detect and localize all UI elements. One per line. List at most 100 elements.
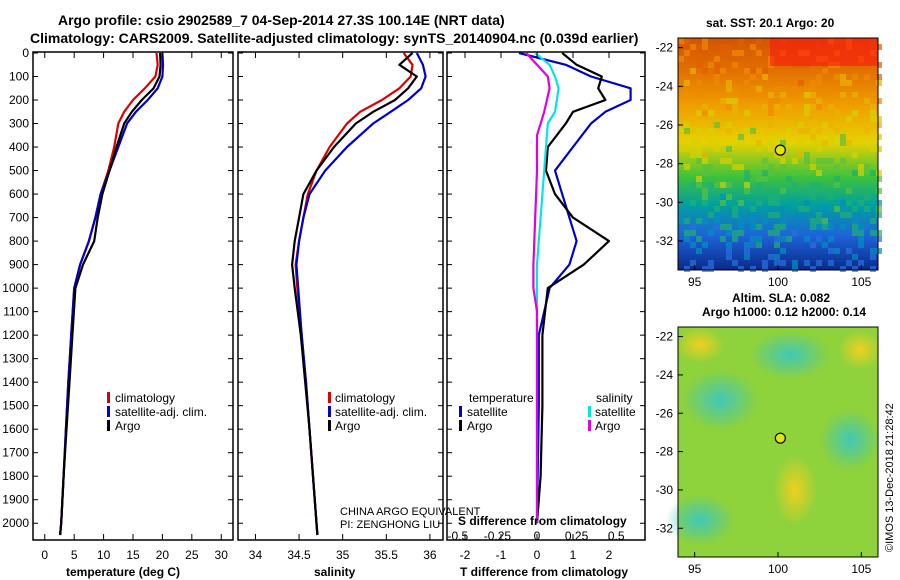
sst-pixel: [804, 152, 810, 158]
sst-pixel: [798, 206, 804, 212]
sst-pixel: [732, 104, 738, 110]
sst-pixel: [828, 122, 834, 128]
sst-pixel: [696, 248, 702, 254]
sst-pixel: [810, 134, 816, 140]
sst-pixel: [726, 98, 732, 104]
sst-pixel: [720, 50, 726, 56]
s-tick-label: 0: [534, 529, 541, 543]
sst-pixel: [870, 110, 876, 116]
sst-pixel: [726, 248, 732, 254]
sst-pixel: [756, 146, 762, 152]
depth-tick-label: 1000: [2, 281, 29, 295]
legend-label-t-argo: Argo: [467, 419, 493, 433]
legend-label-satellite: satellite-adj. clim.: [335, 405, 427, 419]
sst-pixel: [738, 92, 744, 98]
sst-pixel: [702, 152, 708, 158]
sla-blob: [820, 410, 880, 470]
sst-pixel: [828, 158, 834, 164]
sst-pixel: [810, 182, 816, 188]
sst-pixel: [768, 110, 774, 116]
sst-pixel: [834, 206, 840, 212]
depth-tick-label: 1300: [2, 352, 29, 366]
s-tick-label: -0.5: [447, 529, 468, 543]
sst-pixel: [768, 206, 774, 212]
lat-tick-label: -32: [656, 234, 674, 248]
sst-pixel: [762, 266, 768, 272]
sst-pixel: [714, 218, 720, 224]
sst-pixel: [804, 260, 810, 266]
sst-pixel: [726, 254, 732, 260]
sst-pixel: [750, 242, 756, 248]
sst-pixel: [876, 206, 882, 212]
sst-pixel: [678, 128, 684, 134]
sst-pixel: [744, 116, 750, 122]
sst-pixel: [756, 236, 762, 242]
sst-pixel: [876, 236, 882, 242]
sst-pixel: [774, 242, 780, 248]
sst-pixel: [804, 188, 810, 194]
sst-pixel: [738, 224, 744, 230]
sst-pixel: [780, 92, 786, 98]
sst-pixel: [864, 116, 870, 122]
sst-pixel: [696, 92, 702, 98]
sst-pixel: [780, 218, 786, 224]
sst-pixel: [810, 140, 816, 146]
sst-pixel: [762, 68, 768, 74]
lat-tick-label: -30: [656, 483, 674, 497]
sst-pixel: [750, 92, 756, 98]
sst-pixel: [750, 122, 756, 128]
sst-pixel: [714, 68, 720, 74]
sst-pixel: [792, 230, 798, 236]
sst-pixel: [702, 164, 708, 170]
sst-pixel: [768, 170, 774, 176]
sst-pixel: [678, 218, 684, 224]
lat-tick-label: -28: [656, 157, 674, 171]
depth-tick-label: 1500: [2, 399, 29, 413]
sst-pixel: [798, 122, 804, 128]
sst-pixel: [828, 194, 834, 200]
lat-tick-label: -26: [656, 406, 674, 420]
sst-pixel: [822, 224, 828, 230]
sst-pixel: [744, 80, 750, 86]
sst-pixel: [840, 140, 846, 146]
sst-hot-patch: [770, 38, 878, 66]
sst-pixel: [870, 254, 876, 260]
sst-pixel: [684, 164, 690, 170]
sst-pixel: [750, 266, 756, 272]
sst-pixel: [726, 224, 732, 230]
sla-map-title1: Altim. SLA: 0.082: [732, 291, 830, 305]
sst-pixel: [846, 200, 852, 206]
sst-pixel: [744, 182, 750, 188]
sst-pixel: [816, 140, 822, 146]
sst-pixel: [804, 110, 810, 116]
sla-map-title2: Argo h1000: 0.12 h2000: 0.14: [702, 305, 866, 319]
sst-pixel: [708, 212, 714, 218]
sst-pixel: [726, 146, 732, 152]
sst-pixel: [870, 266, 876, 272]
sst-pixel: [738, 200, 744, 206]
sst-pixel: [744, 92, 750, 98]
sst-pixel: [810, 86, 816, 92]
sst-pixel: [708, 164, 714, 170]
sst-pixel: [876, 146, 882, 152]
sst-pixel: [810, 266, 816, 272]
figure-title-line2: Climatology: CARS2009. Satellite-adjuste…: [30, 30, 639, 46]
sst-pixel: [732, 110, 738, 116]
lat-tick-label: -28: [656, 445, 674, 459]
sst-pixel: [858, 92, 864, 98]
sst-pixel: [798, 140, 804, 146]
sst-pixel: [840, 224, 846, 230]
sst-pixel: [678, 146, 684, 152]
sst-pixel: [810, 188, 816, 194]
sst-pixel: [768, 104, 774, 110]
sst-pixel: [846, 80, 852, 86]
sst-pixel: [690, 44, 696, 50]
sst-pixel: [774, 236, 780, 242]
sst-pixel: [858, 164, 864, 170]
sst-pixel: [858, 224, 864, 230]
sst-pixel: [852, 206, 858, 212]
sst-pixel: [828, 134, 834, 140]
lat-tick-label: -30: [656, 195, 674, 209]
x-tick-label: 1: [570, 548, 577, 562]
sst-pixel: [702, 158, 708, 164]
